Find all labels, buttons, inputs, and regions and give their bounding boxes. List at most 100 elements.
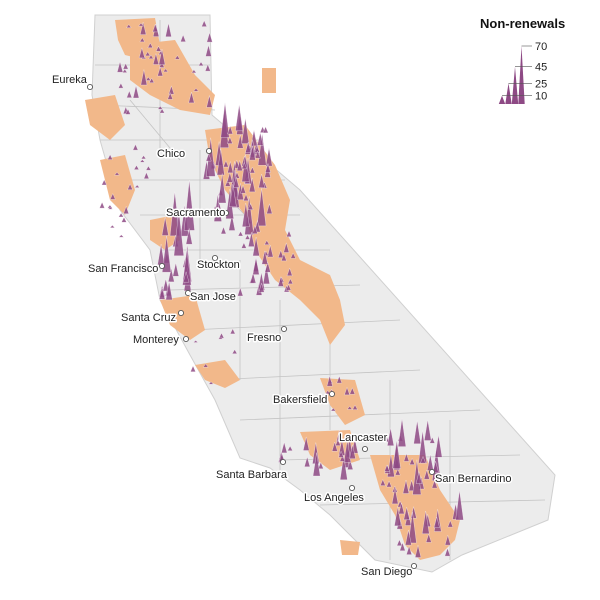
city-dot-san-jose: [184, 289, 192, 297]
non-renewal-spike: [157, 66, 164, 77]
legend-spike-70: [518, 46, 525, 104]
non-renewal-spike: [223, 160, 229, 168]
city-label-san-jose: San Jose: [190, 291, 236, 303]
non-renewal-spike: [258, 282, 265, 293]
city-label-stockton: Stockton: [197, 259, 240, 271]
non-renewal-spike: [312, 452, 321, 477]
non-renewal-spike: [140, 155, 147, 160]
non-renewal-spike: [262, 265, 270, 285]
non-renewal-spike: [397, 418, 407, 447]
city-dot-lancaster: [361, 445, 369, 453]
non-renewal-spike: [237, 231, 244, 237]
non-renewal-spike: [281, 441, 288, 454]
non-renewal-spike: [229, 184, 237, 207]
legend-tick-10: 10: [535, 91, 547, 103]
non-renewal-spike: [190, 365, 196, 372]
non-renewal-spike: [206, 32, 213, 43]
non-renewal-spike: [339, 454, 346, 462]
non-renewal-spike: [317, 461, 324, 469]
non-renewal-spike: [167, 92, 174, 100]
legend-spike-45: [511, 66, 519, 104]
non-renewal-spike: [138, 22, 144, 27]
non-renewal-spike: [134, 184, 140, 188]
non-renewal-spike: [241, 162, 248, 170]
non-renewal-spike: [235, 104, 244, 131]
non-renewal-spike: [344, 386, 350, 396]
city-label-los-angeles: Los Angeles: [304, 492, 364, 504]
non-renewal-spike: [277, 249, 284, 258]
non-renewal-spike: [286, 230, 292, 237]
non-renewal-spike: [183, 271, 190, 283]
non-renewal-spike: [434, 434, 443, 458]
non-renewal-spike: [304, 456, 311, 467]
non-renewal-spike: [173, 210, 184, 256]
non-renewal-spike: [424, 419, 432, 441]
non-renewal-spike: [256, 188, 267, 227]
non-renewal-spike: [185, 228, 193, 245]
non-renewal-spike: [144, 51, 151, 57]
non-renewal-spike: [152, 53, 159, 65]
non-renewal-spike: [285, 284, 292, 291]
non-renewal-spike: [258, 174, 265, 188]
non-renewal-spike: [216, 202, 223, 216]
non-renewal-spike: [224, 178, 231, 187]
non-renewal-spike: [138, 47, 145, 59]
non-renewal-spike: [243, 193, 249, 201]
non-renewal-spike: [145, 165, 152, 171]
non-renewal-spike: [107, 207, 114, 210]
non-renewal-spike: [118, 82, 124, 89]
legend-tick-70: 70: [535, 41, 547, 53]
non-renewal-spike: [331, 441, 338, 452]
non-renewal-spikes: [99, 20, 464, 558]
non-renewal-spike: [191, 69, 197, 74]
city-dot-bakersfield: [328, 390, 336, 398]
non-renewal-spike: [444, 534, 451, 546]
non-renewal-spike: [193, 88, 199, 92]
non-renewal-spike: [405, 529, 412, 546]
non-renewal-spike: [162, 68, 169, 73]
city-dot-san-diego: [410, 562, 418, 570]
non-renewal-spike: [303, 436, 310, 451]
non-renewal-spike: [123, 205, 130, 214]
non-renewal-spike: [387, 427, 395, 446]
non-renewal-spike: [192, 340, 199, 343]
non-renewal-spike: [114, 172, 120, 176]
non-renewal-spike: [226, 172, 233, 183]
non-renewal-spike: [236, 159, 243, 171]
non-renewal-spike: [159, 287, 166, 300]
city-label-monterey: Monterey: [133, 334, 179, 346]
non-renewal-spike: [386, 480, 392, 488]
legend-tick-25: 25: [535, 78, 547, 90]
non-renewal-spike: [433, 516, 440, 528]
non-renewal-spike: [162, 278, 169, 292]
non-renewal-spike: [155, 45, 162, 52]
non-renewal-spike: [352, 404, 358, 410]
non-renewal-spike: [338, 450, 344, 458]
non-renewal-spike: [227, 136, 233, 144]
non-renewal-spike: [117, 61, 124, 73]
city-label-santa-cruz: Santa Cruz: [121, 312, 176, 324]
non-renewal-spike: [421, 510, 430, 534]
city-dot-san-bernardino: [428, 468, 436, 476]
non-renewal-spike: [162, 235, 172, 273]
non-renewal-spike: [264, 261, 271, 273]
non-renewal-spike: [198, 61, 204, 66]
non-renewal-spike: [118, 234, 125, 238]
non-renewal-spike: [394, 506, 402, 527]
non-renewal-spike: [220, 102, 230, 138]
non-renewal-spike: [420, 456, 426, 464]
non-renewal-spike: [212, 205, 219, 214]
non-renewal-spike: [335, 439, 341, 446]
non-renewal-spike: [241, 118, 250, 144]
legend-title: Non-renewals: [480, 16, 565, 31]
non-renewal-spike: [161, 217, 169, 236]
non-renewal-spike: [408, 511, 417, 544]
non-renewal-spike: [180, 34, 187, 42]
non-renewal-spike: [409, 458, 415, 465]
non-renewal-spike: [241, 242, 247, 249]
non-renewal-spike: [152, 23, 159, 33]
non-renewal-spike: [414, 545, 422, 558]
non-renewal-spike: [126, 24, 132, 28]
non-renewal-spike: [249, 145, 256, 161]
